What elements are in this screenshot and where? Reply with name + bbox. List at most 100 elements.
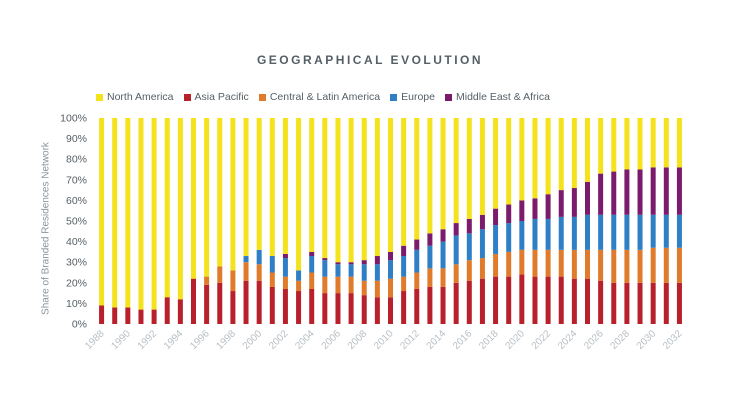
legend-label: North America [107,91,174,103]
legend-label: Central & Latin America [269,91,381,103]
bar-segment [571,216,577,250]
bar-segment [243,280,249,324]
bar-segment [322,293,328,324]
bar-segment [388,118,393,252]
bar-segment [414,272,420,289]
bar-segment [296,291,302,324]
bar-segment [322,118,328,259]
x-tick-label: 2024 [556,328,580,352]
bar-segment [637,282,643,324]
bar-segment [506,251,512,277]
bar-segment [558,216,564,250]
bar-segment [414,118,420,240]
legend-swatch [390,93,398,101]
legend-item: Central & Latin America [258,91,381,103]
y-tick-label: 30% [66,257,87,269]
bar-segment [545,218,551,250]
bar-segment [256,280,262,324]
bar-segment [558,276,564,324]
x-tick-label: 2002 [267,328,291,352]
bar-segment [427,245,433,269]
bar-segment [427,268,433,287]
bar-segment [493,118,499,209]
bar-segment [427,118,433,234]
x-tick-label: 1998 [215,328,239,352]
bar-segment [532,249,538,277]
bar-segment [611,249,617,283]
bar-segment [440,268,446,287]
bar-segment [217,118,223,267]
bar-segment [624,249,630,283]
bar-segment [532,198,538,219]
bar-segment [466,260,472,281]
x-tick-label: 2018 [477,328,501,352]
bar-segment [466,118,472,219]
bar-segment [256,249,262,265]
x-tick-label: 2004 [293,328,317,352]
x-tick-label: 1992 [136,328,160,352]
bar-segment [125,307,131,324]
bar-segment [532,276,538,324]
x-tick-label: 1996 [188,328,212,352]
bar-segment [466,233,472,261]
bar-segment [493,208,499,226]
bar-segment [453,264,459,283]
bar-segment [401,118,407,246]
bar-segment [309,272,315,289]
legend-swatch [183,93,191,101]
bar-segment [624,214,630,250]
bar-segment [519,118,525,201]
bar-segment [256,264,262,281]
bar-segment [506,276,512,324]
bar-segment [374,256,380,265]
bar-segment [611,214,617,250]
legend-label: Asia Pacific [194,91,249,103]
x-tick-label: 2000 [241,328,265,352]
legend-label: Europe [401,91,435,103]
bar-segment [571,278,577,324]
x-tick-label: 2020 [503,328,527,352]
bar-segment [243,262,249,281]
chart-legend: North America Asia Pacific Central & Latin… [96,91,560,103]
bar-segment [545,118,551,195]
bar-segment [191,278,196,324]
bar-segment [99,305,105,324]
bar-segment [479,229,485,259]
bar-segment [663,118,669,168]
bar-segment [545,249,551,277]
bar-segment [611,171,617,215]
bar-segment [440,229,446,242]
bar-segment [151,309,157,324]
bar-segment [585,249,590,279]
bar-segment [453,223,459,236]
bar-segment [585,118,590,182]
bar-segment [151,118,157,310]
bar-segment [585,181,590,215]
bar-segment [611,118,617,172]
bar-segment [348,293,354,324]
bar-segment [125,118,131,308]
bar-segment [637,118,643,170]
bar-segment [519,200,525,221]
legend-label: Middle East & Africa [455,91,550,103]
bar-segment [204,276,210,285]
x-tick-label: 2016 [451,328,475,352]
bar-segment [348,118,354,263]
bar-segment [637,214,643,250]
bar-segment [493,276,499,324]
bar-segment [374,118,380,257]
bar-segment [453,282,459,324]
bar-segment [282,253,288,259]
bar-segment [282,276,288,289]
bar-segment [243,118,249,257]
bar-segment [374,297,380,324]
bar-segment [506,223,512,252]
bar-segment [440,241,446,269]
bar-segment [676,214,682,248]
x-tick-label: 2010 [372,328,396,352]
legend-item: North America [96,91,174,103]
legend-item: Middle East & Africa [444,91,550,103]
bar-segment [282,118,288,254]
bar-segment [624,118,630,170]
